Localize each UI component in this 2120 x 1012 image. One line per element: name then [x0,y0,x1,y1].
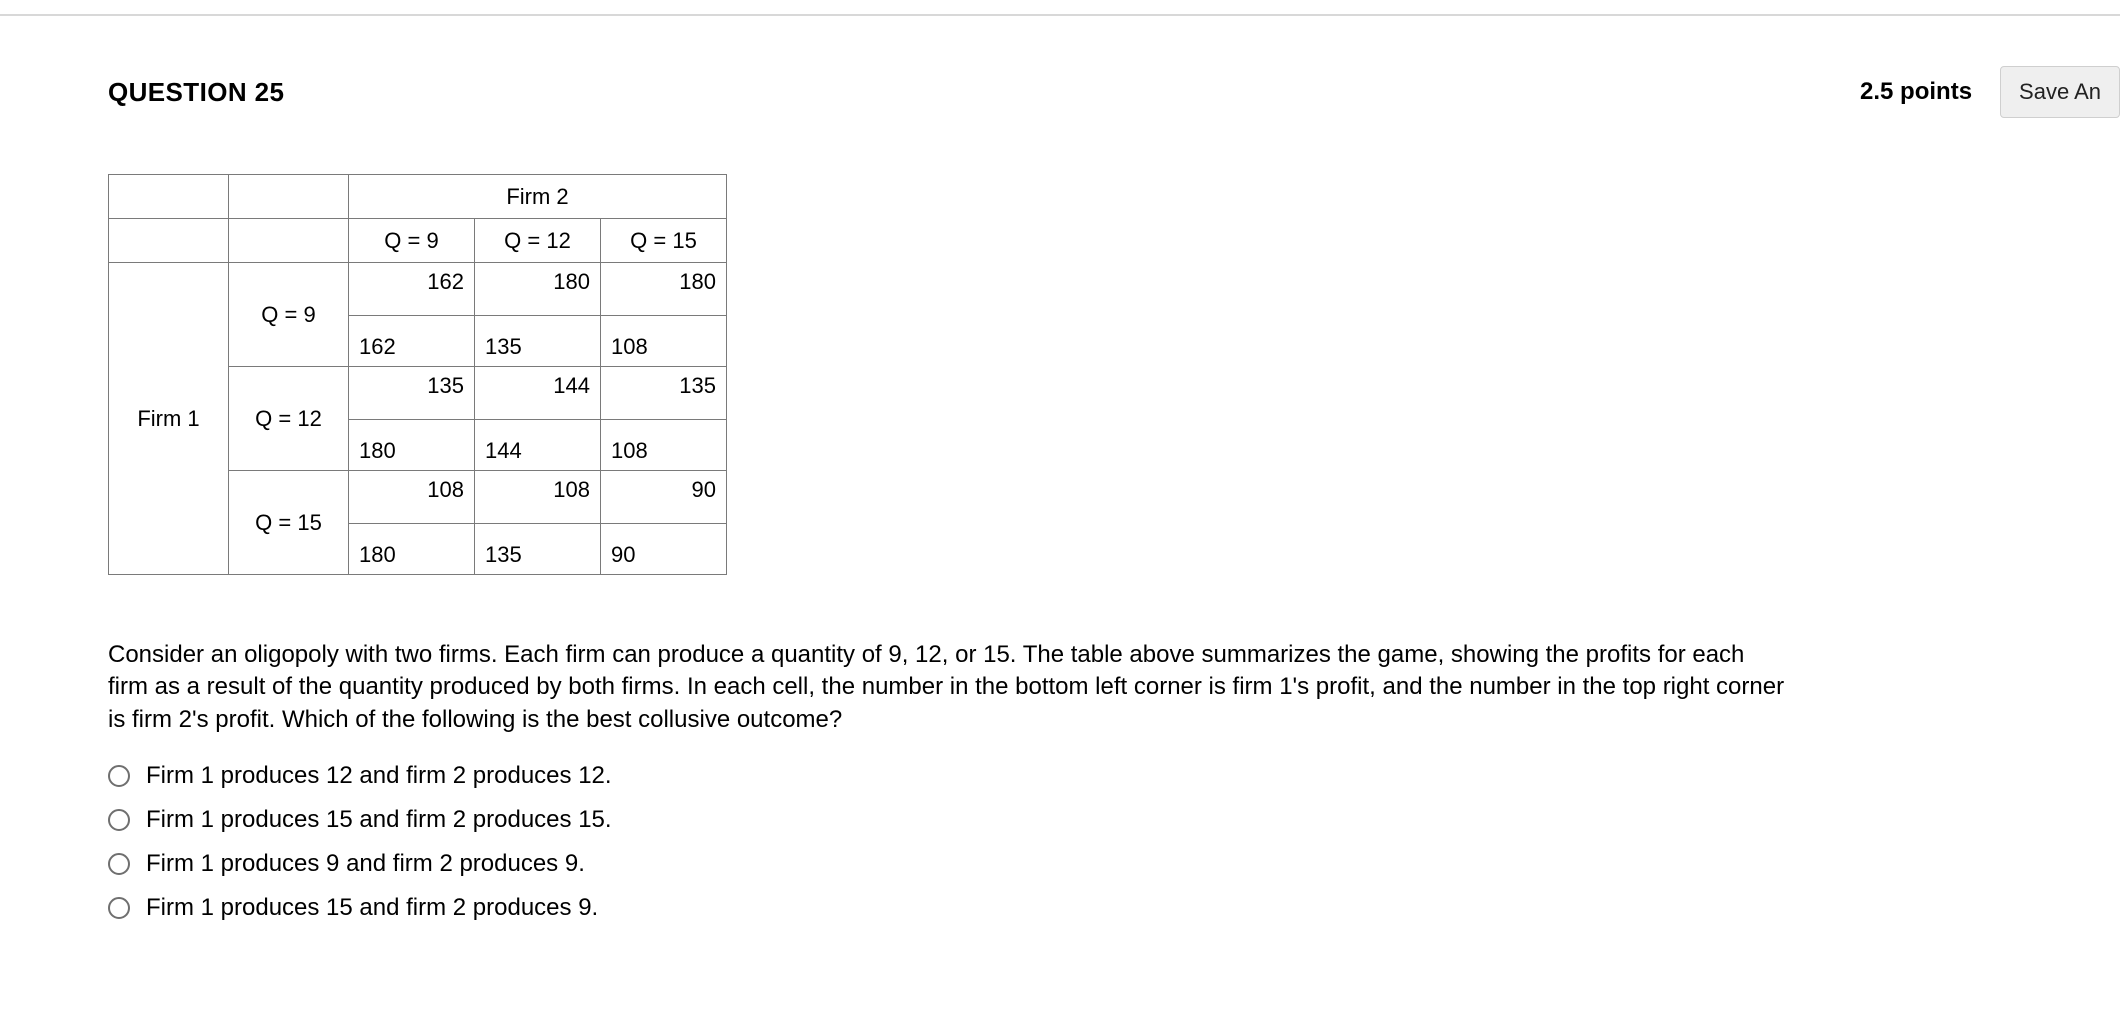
save-answer-button[interactable]: Save An [2000,66,2120,118]
cell-divider [475,523,600,524]
points-label: 2.5 points [1860,78,1972,106]
option-label: Firm 1 produces 9 and firm 2 produces 9. [146,850,585,878]
firm2-profit: 162 [427,269,464,295]
cell-divider [349,523,474,524]
table-corner [109,219,229,263]
payoff-cell: 108 180 [349,471,475,575]
payoff-table: Firm 2 Q = 9 Q = 12 Q = 15 Firm 1 Q = 9 … [108,174,727,575]
firm1-profit: 180 [359,438,396,464]
payoff-cell: 180 108 [601,263,727,367]
firm2-profit: 108 [427,477,464,503]
firm1-profit: 108 [611,334,648,360]
firm2-profit: 144 [553,373,590,399]
horizontal-rule [0,14,2120,16]
firm1-profit: 144 [485,438,522,464]
radio-icon[interactable] [108,809,130,831]
answer-options: Firm 1 produces 12 and firm 2 produces 1… [108,754,2000,930]
option-label: Firm 1 produces 12 and firm 2 produces 1… [146,762,612,790]
cell-divider [475,315,600,316]
quiz-question-page: QUESTION 25 2.5 points Save An Firm 2 Q … [0,0,2120,1012]
table-corner [229,175,349,219]
radio-icon[interactable] [108,765,130,787]
row-header: Q = 9 [229,263,349,367]
firm2-header: Firm 2 [349,175,727,219]
firm2-profit: 135 [679,373,716,399]
firm2-profit: 90 [692,477,716,503]
cell-divider [601,419,726,420]
radio-icon[interactable] [108,853,130,875]
firm2-profit: 180 [553,269,590,295]
cell-divider [601,315,726,316]
question-prompt: Consider an oligopoly with two firms. Ea… [108,639,1788,736]
answer-option[interactable]: Firm 1 produces 15 and firm 2 produces 9… [108,886,2000,930]
option-label: Firm 1 produces 15 and firm 2 produces 1… [146,806,612,834]
row-header: Q = 12 [229,367,349,471]
firm2-profit: 180 [679,269,716,295]
cell-divider [475,419,600,420]
firm1-profit: 162 [359,334,396,360]
firm1-profit: 90 [611,542,635,568]
payoff-cell: 135 180 [349,367,475,471]
payoff-cell: 90 90 [601,471,727,575]
answer-option[interactable]: Firm 1 produces 9 and firm 2 produces 9. [108,842,2000,886]
firm1-profit: 180 [359,542,396,568]
table-corner [109,175,229,219]
option-label: Firm 1 produces 15 and firm 2 produces 9… [146,894,598,922]
payoff-cell: 180 135 [475,263,601,367]
question-number: QUESTION 25 [108,77,1860,108]
answer-option[interactable]: Firm 1 produces 15 and firm 2 produces 1… [108,798,2000,842]
col-header: Q = 15 [601,219,727,263]
table-corner [229,219,349,263]
cell-divider [349,315,474,316]
radio-icon[interactable] [108,897,130,919]
firm1-profit: 135 [485,542,522,568]
cell-divider [349,419,474,420]
payoff-cell: 144 144 [475,367,601,471]
firm1-header: Firm 1 [109,263,229,575]
payoff-cell: 108 135 [475,471,601,575]
payoff-cell: 162 162 [349,263,475,367]
row-header: Q = 15 [229,471,349,575]
cell-divider [601,523,726,524]
question-header: QUESTION 25 2.5 points Save An [108,66,2120,118]
payoff-cell: 135 108 [601,367,727,471]
col-header: Q = 12 [475,219,601,263]
firm2-profit: 135 [427,373,464,399]
answer-option[interactable]: Firm 1 produces 12 and firm 2 produces 1… [108,754,2000,798]
firm1-profit: 108 [611,438,648,464]
question-content: Firm 2 Q = 9 Q = 12 Q = 15 Firm 1 Q = 9 … [108,174,2000,930]
col-header: Q = 9 [349,219,475,263]
firm1-profit: 135 [485,334,522,360]
firm2-profit: 108 [553,477,590,503]
